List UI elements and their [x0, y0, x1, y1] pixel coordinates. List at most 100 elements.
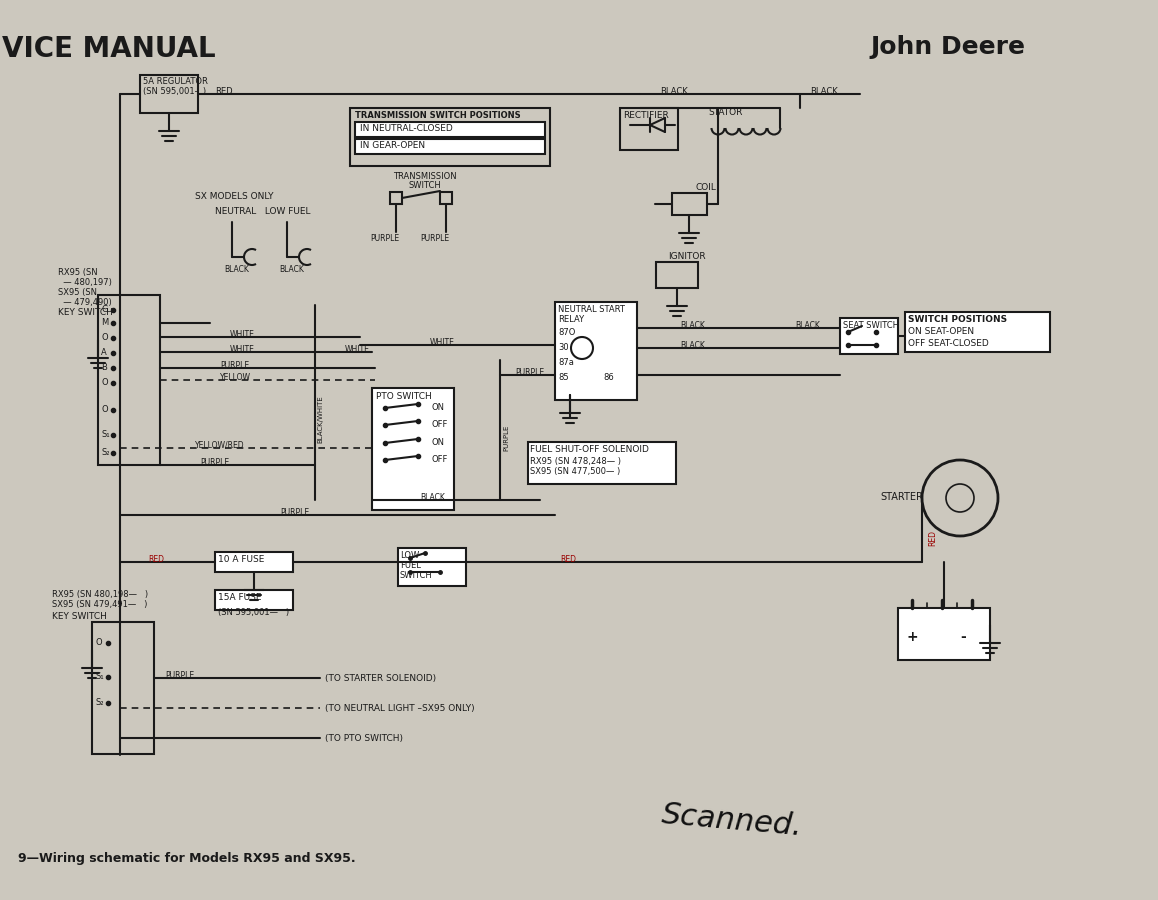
Text: IGNITOR: IGNITOR [668, 252, 705, 261]
Text: RED: RED [928, 530, 937, 546]
Text: A: A [101, 348, 107, 357]
Text: YELLOW/RED: YELLOW/RED [195, 441, 244, 450]
Text: BLACK: BLACK [223, 265, 249, 274]
Text: NEUTRAL START: NEUTRAL START [558, 305, 625, 314]
Text: O: O [101, 405, 108, 414]
Text: 87a: 87a [558, 358, 574, 367]
Text: PURPLE: PURPLE [280, 508, 309, 517]
Bar [140, 75, 198, 113]
Text: — 480,197): — 480,197) [58, 278, 112, 287]
Text: WHITE: WHITE [230, 330, 255, 339]
Text: TRANSMISSION: TRANSMISSION [394, 172, 456, 181]
Text: PURPLE: PURPLE [515, 368, 544, 377]
Text: PURPLE: PURPLE [371, 234, 400, 243]
Text: S₁: S₁ [96, 672, 104, 681]
Bar [840, 318, 897, 354]
Text: M: M [101, 318, 108, 327]
Text: SX MODELS ONLY: SX MODELS ONLY [195, 192, 273, 201]
Text: BLACK: BLACK [680, 321, 705, 330]
Text: ON: ON [432, 403, 445, 412]
Text: (SN 595,001—   ): (SN 595,001— ) [218, 608, 290, 617]
Text: IN NEUTRAL-CLOSED: IN NEUTRAL-CLOSED [360, 124, 453, 133]
Text: G: G [101, 305, 108, 314]
Text: S₂: S₂ [96, 698, 104, 707]
Text: RECTIFIER: RECTIFIER [623, 111, 669, 120]
Bar [91, 622, 154, 754]
Text: IN GEAR-OPEN: IN GEAR-OPEN [360, 141, 425, 150]
Bar [215, 590, 293, 610]
Bar [350, 108, 550, 166]
Bar [372, 388, 454, 510]
Text: BLACK: BLACK [420, 493, 445, 502]
Bar [356, 122, 545, 137]
Text: BLACK/WHITE: BLACK/WHITE [317, 395, 323, 443]
Text: BLACK: BLACK [809, 87, 837, 96]
Bar [555, 302, 637, 400]
Text: BLACK: BLACK [680, 341, 705, 350]
Text: PURPLE: PURPLE [220, 361, 249, 370]
Text: FUEL: FUEL [400, 561, 420, 570]
Text: Scanned.: Scanned. [660, 800, 804, 842]
Text: O: O [96, 638, 103, 647]
Text: TRANSMISSION SWITCH POSITIONS: TRANSMISSION SWITCH POSITIONS [356, 111, 521, 120]
Text: BLACK: BLACK [660, 87, 688, 96]
Text: B: B [101, 363, 107, 372]
Text: (TO NEUTRAL LIGHT –SX95 ONLY): (TO NEUTRAL LIGHT –SX95 ONLY) [325, 704, 475, 713]
Text: S₁: S₁ [101, 430, 110, 439]
Bar [440, 192, 452, 204]
Bar [906, 312, 1050, 352]
Bar [655, 262, 698, 288]
Text: SWITCH POSITIONS: SWITCH POSITIONS [908, 315, 1007, 324]
Text: 5A REGULATOR: 5A REGULATOR [142, 77, 208, 86]
Bar [98, 295, 160, 465]
Text: PURPLE: PURPLE [503, 425, 510, 452]
Text: SX95 (SN 479,491—   ): SX95 (SN 479,491— ) [52, 600, 147, 609]
Text: RX95 (SN 480,198—   ): RX95 (SN 480,198— ) [52, 590, 148, 599]
Text: (TO PTO SWITCH): (TO PTO SWITCH) [325, 734, 403, 743]
Text: WHITE: WHITE [230, 345, 255, 354]
Text: SX95 (SN: SX95 (SN [58, 288, 97, 297]
Text: SEAT SWITCH: SEAT SWITCH [843, 321, 899, 330]
Text: 9—Wiring schematic for Models RX95 and SX95.: 9—Wiring schematic for Models RX95 and S… [19, 852, 356, 865]
Text: YELLOW: YELLOW [220, 373, 251, 382]
Text: 86: 86 [603, 373, 614, 382]
Text: STATOR: STATOR [708, 108, 742, 117]
Text: OFF: OFF [432, 455, 448, 464]
Text: — 479,490): — 479,490) [58, 298, 112, 307]
Text: RELAY: RELAY [558, 315, 584, 324]
Text: COIL: COIL [695, 183, 716, 192]
Text: (TO STARTER SOLENOID): (TO STARTER SOLENOID) [325, 674, 437, 683]
Text: +: + [906, 630, 917, 644]
Text: RED: RED [560, 555, 576, 564]
Text: OFF: OFF [432, 420, 448, 429]
Text: (SN 595,001-  ): (SN 595,001- ) [142, 87, 206, 96]
Text: 10 A FUSE: 10 A FUSE [218, 555, 264, 564]
Text: O: O [101, 333, 108, 342]
Text: PTO SWITCH: PTO SWITCH [376, 392, 432, 401]
Text: KEY SWITCH: KEY SWITCH [52, 612, 107, 621]
Text: SX95 (SN 477,500— ): SX95 (SN 477,500— ) [530, 467, 621, 476]
Text: S₂: S₂ [101, 448, 110, 457]
Text: SWITCH: SWITCH [400, 571, 433, 580]
Text: John Deere: John Deere [870, 35, 1025, 59]
Text: STARTER: STARTER [880, 492, 923, 502]
Text: 87O: 87O [558, 328, 576, 337]
Text: FUEL SHUT-OFF SOLENOID: FUEL SHUT-OFF SOLENOID [530, 445, 648, 454]
Bar [620, 108, 677, 150]
Text: ON SEAT-OPEN: ON SEAT-OPEN [908, 327, 974, 336]
Text: BLACK: BLACK [796, 321, 820, 330]
Text: NEUTRAL   LOW FUEL: NEUTRAL LOW FUEL [215, 207, 310, 216]
Text: O: O [101, 378, 108, 387]
Bar [672, 193, 708, 215]
Text: VICE MANUAL: VICE MANUAL [2, 35, 215, 63]
Text: 15A FUSE: 15A FUSE [218, 593, 262, 602]
Bar [398, 548, 466, 586]
Text: SWITCH: SWITCH [409, 181, 441, 190]
Text: RX95 (SN 478,248— ): RX95 (SN 478,248— ) [530, 457, 621, 466]
Text: WHITE: WHITE [430, 338, 455, 347]
Bar [390, 192, 402, 204]
Text: ON: ON [432, 438, 445, 447]
Text: KEY SWITCH: KEY SWITCH [58, 308, 112, 317]
Bar [215, 552, 293, 572]
Text: LOW: LOW [400, 551, 419, 560]
